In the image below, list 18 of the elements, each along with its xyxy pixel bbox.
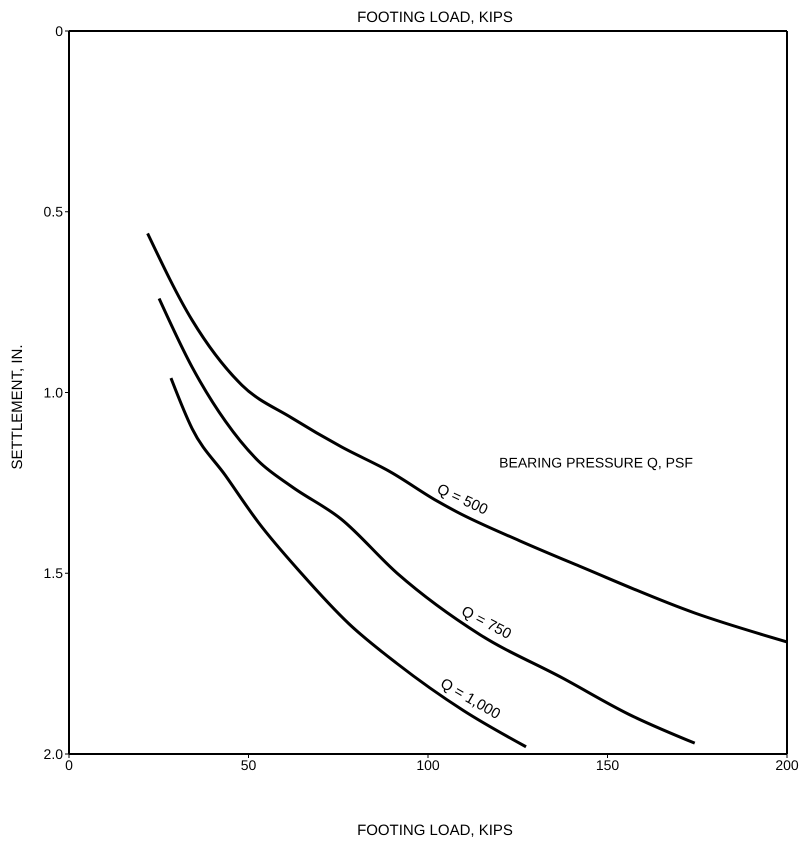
y-axis-title: SETTLEMENT, IN. bbox=[9, 344, 26, 470]
x-tick-label: 50 bbox=[240, 756, 256, 773]
annotation: BEARING PRESSURE Q, PSF bbox=[499, 454, 693, 470]
x-tick-label: 150 bbox=[596, 756, 620, 773]
x-axis-title: FOOTING LOAD, KIPS bbox=[357, 822, 513, 839]
y-tick-label: 0.5 bbox=[44, 204, 64, 220]
x-tick-label: 100 bbox=[416, 756, 440, 773]
text: Q = 750 bbox=[458, 602, 514, 643]
chart-title: FOOTING LOAD, KIPS bbox=[357, 9, 513, 26]
line-series bbox=[158, 297, 696, 745]
x-tick-label: 200 bbox=[775, 756, 799, 773]
y-tick-label: 1.0 bbox=[44, 384, 64, 400]
x-tick-label: 0 bbox=[65, 756, 74, 773]
y-tick-label: 0 bbox=[55, 22, 64, 39]
y-tick-label: 1.5 bbox=[44, 565, 64, 582]
text: Q = 1,000 bbox=[437, 674, 504, 723]
text: Q = 500 bbox=[434, 480, 490, 518]
y-tick-label: 2.0 bbox=[44, 746, 64, 762]
